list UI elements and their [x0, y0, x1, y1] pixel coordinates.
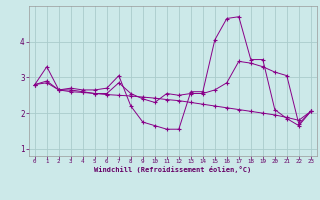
X-axis label: Windchill (Refroidissement éolien,°C): Windchill (Refroidissement éolien,°C) — [94, 166, 252, 173]
